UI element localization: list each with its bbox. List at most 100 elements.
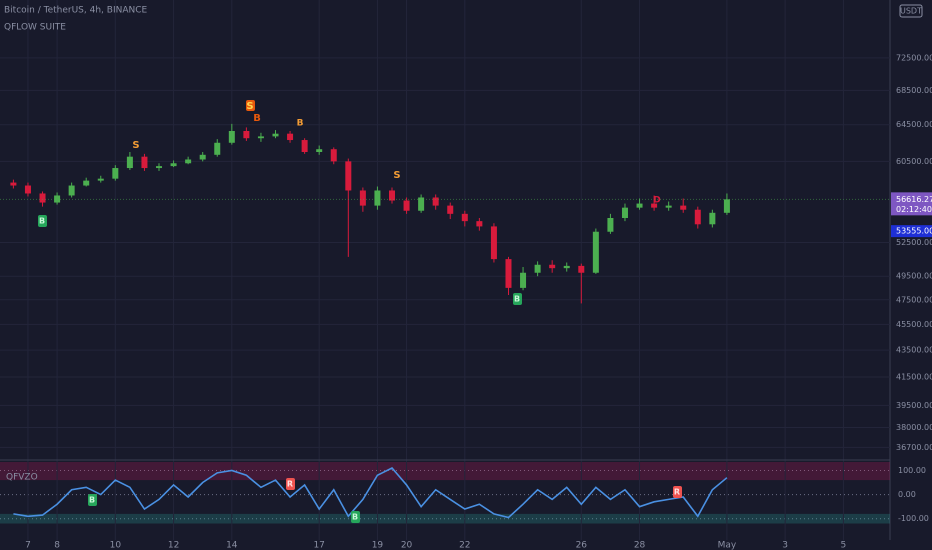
candle-body [301,140,308,153]
y-tick-label: 43500.00 [896,346,932,355]
signal-box [286,478,295,490]
signal: B [253,113,261,124]
candle-body [592,231,599,273]
x-tick-label: 19 [372,541,384,550]
candle-body [39,193,46,203]
y-tick-label: 39500.00 [896,401,932,410]
candle-body [461,213,468,222]
oscillator [13,467,728,519]
candle-body [549,264,556,269]
y-tick-label: 45500.00 [896,320,932,329]
signal: B [39,217,45,226]
candle-body [563,265,570,269]
candle-body [214,142,221,155]
signal: S [393,170,400,181]
candle-body [287,133,294,141]
signal: R [674,488,680,497]
countdown: 02:12:40 [896,205,932,214]
currency[interactable]: USDT [900,7,922,16]
candle-body [476,221,483,227]
candle-body [243,130,250,139]
candle-body [723,199,730,213]
candle-body [374,190,381,206]
candle-body [83,180,90,186]
x-tick-label: May [718,541,737,550]
oscillator-title: QFVZO [6,473,38,483]
currency-box[interactable] [899,4,923,18]
x-tick-label: 3 [782,541,788,550]
signal: D [653,196,660,206]
candle-body [170,163,177,167]
candle-body [694,209,701,225]
candle-body [359,190,366,206]
candle-body [330,149,337,162]
oversold-zone [0,513,890,524]
signal: B [297,119,304,129]
price-line-box [891,225,932,238]
y-tick-label: 38000.00 [896,423,932,432]
signal-box [513,293,522,305]
candle-body [636,203,643,208]
overbought-zone [0,462,890,481]
signal: B [514,295,520,304]
signal: B [89,496,95,505]
candle-body [272,133,279,137]
price-axis [890,0,932,550]
candle-body [403,200,410,211]
y-tick-label: 100.00 [898,466,926,475]
signal-box [246,100,255,111]
chart-title: Bitcoin / TetherUS, 4h, BINANCE [4,6,148,16]
candle-body [68,185,75,196]
y-tick-label: 47500.00 [896,295,932,304]
x-tick-label: 14 [226,541,238,550]
y-tick-label: 68500.00 [896,86,932,95]
candle-body [316,149,323,153]
last-price-label: 56616.27 [896,195,932,204]
candle-body [680,205,687,210]
signal-box [88,494,97,506]
signal: R [287,480,293,489]
candle-body [709,212,716,225]
candle-body [141,156,148,169]
candle-body [520,272,527,288]
y-tick-label: 0.00 [898,490,916,499]
candle-body [97,178,104,181]
candle-body [156,166,163,169]
signal-box [351,511,360,523]
candle-body [24,185,31,194]
y-tick-label: 60500.00 [896,157,932,166]
x-tick-label: 7 [25,541,31,550]
candle-body [621,207,628,218]
x-tick-label: 10 [110,541,122,550]
candle-body [665,205,672,208]
candle-body [578,265,585,273]
candle-body [447,205,454,214]
indicator-name: QFLOW SUITE [4,23,66,33]
signal: S [132,140,139,151]
x-tick-label: 28 [634,541,646,550]
candle-body [651,203,658,208]
candle-body [112,168,119,179]
candle-body [199,154,206,160]
last-price-box [891,192,932,216]
signal: S [246,101,253,112]
x-tick-label: 5 [841,541,847,550]
signal-box [38,215,47,227]
signal: B [352,513,358,522]
x-tick-label: 8 [54,541,60,550]
y-tick-label: 52500.00 [896,238,932,247]
y-tick-label: 64500.00 [896,120,932,129]
y-tick-label: 72500.00 [896,53,932,62]
x-tick-label: 17 [313,541,324,550]
y-tick-label: 49500.00 [896,272,932,281]
candle-body [505,259,512,288]
candle-body [126,156,133,169]
candle-body [228,130,235,143]
signal-box [673,486,682,498]
candle-body [388,190,395,201]
y-tick-label: -100.00 [898,514,929,523]
candle-body [185,159,192,164]
